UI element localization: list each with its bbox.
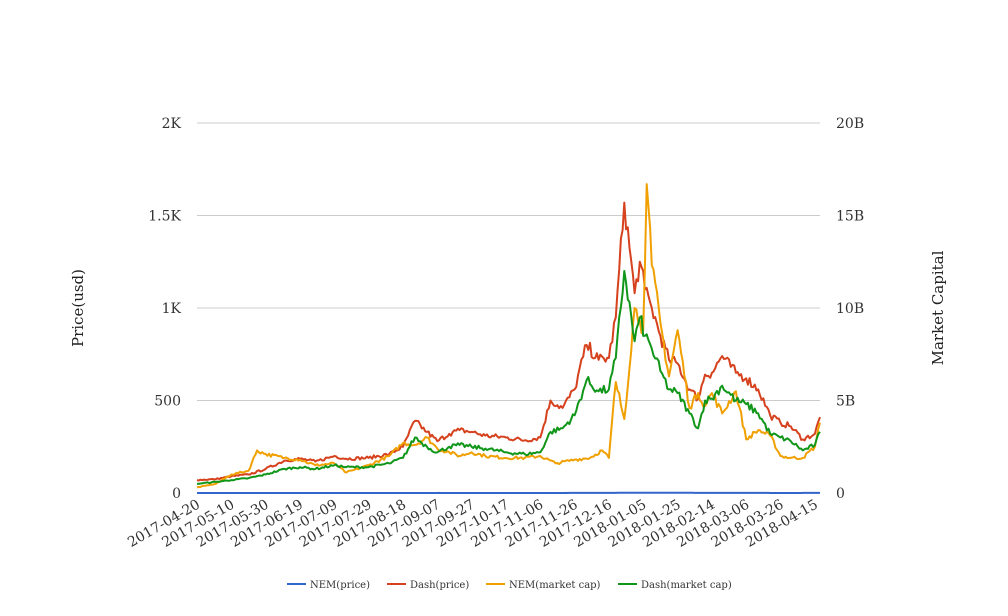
right-axis-ticks: 0 5B 10B 15B 20B: [836, 116, 864, 502]
series-line-Dash(price): [196, 201, 821, 482]
right-tick-label: 10B: [836, 301, 864, 317]
left-tick-label: 500: [154, 394, 181, 410]
legend-label: Dash(price): [410, 580, 469, 591]
right-tick-label: 0: [836, 486, 845, 502]
series-line-NEM(market cap): [196, 183, 821, 489]
legend: NEM(price) Dash(price) NEM(market cap) Dash…: [287, 580, 732, 591]
right-tick-label: 20B: [836, 116, 864, 132]
left-axis-title: Price(usd): [69, 269, 87, 347]
left-tick-label: 0: [172, 486, 181, 502]
left-tick-label: 1.5K: [148, 209, 181, 225]
left-axis-ticks: 0 500 1K 1.5K 2K: [148, 116, 181, 502]
right-axis-title: Market Capital: [929, 250, 947, 365]
x-axis-ticks: 2017-04-202017-05-102017-05-302017-06-19…: [125, 497, 821, 551]
right-tick-label: 15B: [836, 209, 864, 225]
series-line-Dash(market cap): [196, 270, 821, 485]
legend-label: Dash(market cap): [641, 580, 732, 591]
legend-label: NEM(price): [310, 580, 370, 591]
left-tick-label: 2K: [162, 116, 182, 132]
right-tick-label: 5B: [836, 394, 855, 410]
series-layer: [196, 183, 821, 494]
legend-label: NEM(market cap): [509, 580, 601, 591]
left-tick-label: 1K: [162, 301, 182, 317]
